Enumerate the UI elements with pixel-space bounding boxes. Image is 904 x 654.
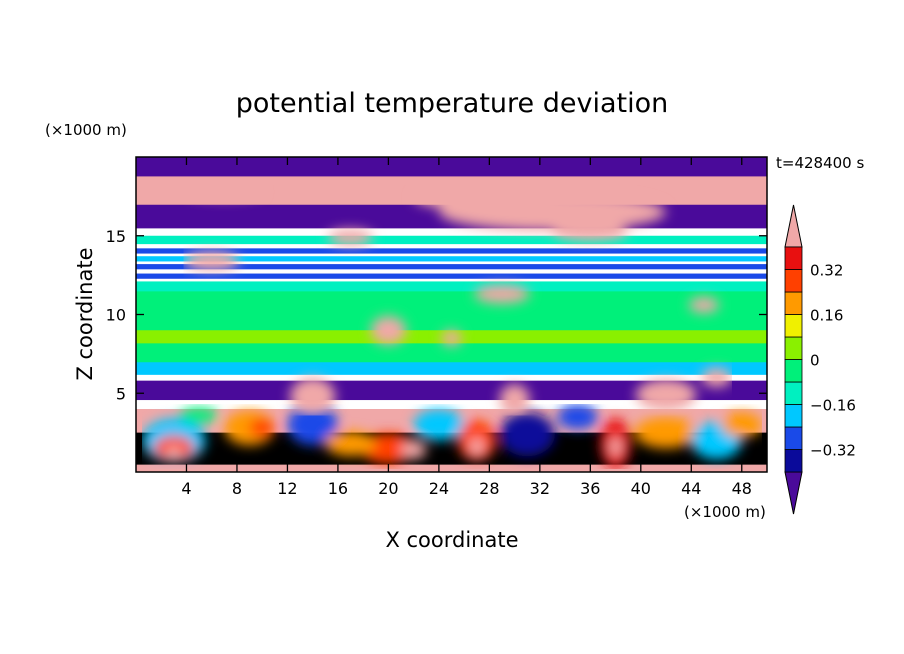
colorbar-swatch: [784, 314, 803, 338]
x-tick-label: 40: [631, 479, 651, 498]
field-band: [136, 248, 767, 254]
field-patch: [327, 229, 374, 246]
field-blob: [325, 431, 376, 457]
x-tick-label: 16: [328, 479, 348, 498]
colorbar-swatch: [784, 336, 803, 360]
x-tick-label: 8: [232, 479, 242, 498]
y-tick-label: 10: [106, 306, 126, 325]
field-blob: [180, 407, 219, 424]
field-patch: [413, 185, 566, 211]
colorbar-tick-label: 0.16: [810, 307, 843, 325]
x-tick-label: 36: [580, 479, 600, 498]
field-patch: [635, 379, 697, 411]
field-band: [136, 361, 767, 375]
x-tick-label: 20: [378, 479, 398, 498]
colorbar-swatch: [784, 359, 803, 383]
field-blob: [401, 440, 427, 460]
field-band: [136, 256, 767, 262]
field-patch: [552, 224, 629, 241]
colorbar-tick-label: −0.32: [810, 442, 856, 460]
x-unit-label: (×1000 m): [684, 503, 766, 521]
y-axis-label: Z coordinate: [73, 247, 97, 380]
colorbar: 0.32 0.16 0 −0.16 −0.32: [784, 204, 856, 515]
time-label: t=428400 s: [776, 154, 864, 172]
field-blob: [166, 445, 182, 461]
field-blob: [287, 404, 338, 446]
field-band: [136, 235, 767, 245]
x-axis: 4 8 12 16 20 24 28 32 36 40 44 48: [181, 157, 752, 498]
field-blob: [557, 404, 598, 430]
field-band: [136, 264, 767, 270]
field-band: [136, 290, 767, 323]
field-patch: [441, 330, 462, 346]
field-patch: [474, 284, 530, 304]
colorbar-swatch: [784, 381, 803, 405]
field-blob: [413, 409, 465, 441]
field-patch: [499, 383, 530, 416]
colorbar-swatch: [784, 426, 803, 450]
x-tick-label: 4: [181, 479, 191, 498]
colorbar-tick-label: 0.32: [810, 262, 843, 280]
colorbar-extend-high: [784, 204, 803, 248]
colorbar-extend-low: [784, 471, 803, 515]
chart-title: potential temperature deviation: [236, 88, 668, 119]
colorbar-swatch: [784, 291, 803, 315]
colorbar-swatch: [784, 449, 803, 473]
y-tick-label: 15: [106, 227, 126, 246]
field-blob: [249, 418, 275, 438]
x-tick-label: 44: [681, 479, 701, 498]
x-tick-label: 28: [479, 479, 499, 498]
field-band: [136, 157, 767, 177]
x-tick-label: 48: [732, 479, 752, 498]
field-blob: [721, 412, 762, 438]
x-tick-label: 12: [277, 479, 297, 498]
colorbar-tick-label: −0.16: [810, 397, 856, 415]
field-band: [136, 273, 767, 279]
field-patch: [289, 377, 336, 416]
field-blob: [634, 416, 698, 449]
field-blob: [609, 437, 622, 457]
y-axis: 5 10 15: [106, 227, 767, 403]
x-tick-label: 32: [530, 479, 550, 498]
x-axis-label: X coordinate: [385, 528, 518, 552]
field-blob: [469, 437, 485, 457]
field-patch: [701, 368, 732, 387]
colorbar-swatch: [784, 269, 803, 293]
y-unit-label: (×1000 m): [45, 121, 127, 139]
field-patch: [688, 297, 720, 313]
x-tick-label: 24: [429, 479, 449, 498]
field-patch: [183, 251, 240, 271]
colorbar-tick-label: 0: [810, 352, 820, 370]
y-tick-label: 5: [116, 384, 126, 403]
field-band: [136, 281, 767, 292]
field-blob: [499, 412, 555, 457]
colorbar-swatch: [784, 404, 803, 428]
field-patch: [370, 316, 407, 345]
plot-area: [136, 157, 767, 472]
colorbar-swatch: [784, 246, 803, 270]
field-patch: [186, 185, 263, 198]
